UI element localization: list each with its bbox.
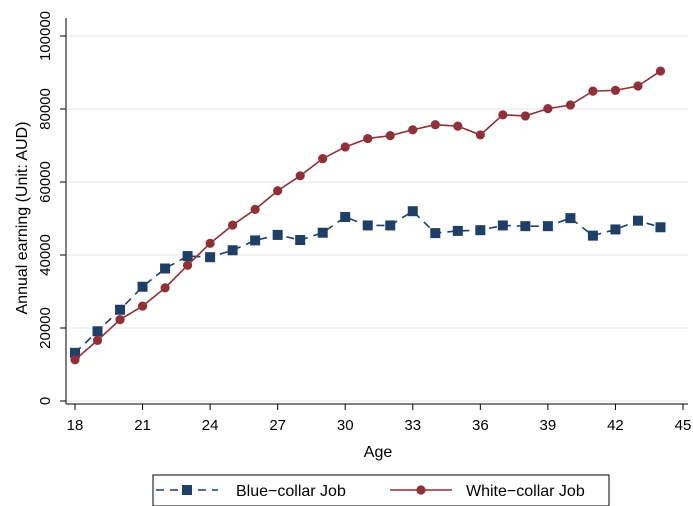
data-point-blue-collar-job xyxy=(542,221,553,232)
x-tick-label: 39 xyxy=(540,417,557,434)
data-point-blue-collar-job xyxy=(92,326,103,337)
data-point-blue-collar-job xyxy=(205,252,216,263)
data-point-blue-collar-job xyxy=(182,251,193,262)
series-line-blue-collar-job xyxy=(74,210,661,354)
data-point-white-collar-job xyxy=(273,186,283,196)
data-point-blue-collar-job xyxy=(340,212,351,223)
data-point-blue-collar-job xyxy=(497,220,508,231)
data-point-white-collar-job xyxy=(137,301,148,311)
series-layer xyxy=(70,66,666,365)
data-point-white-collar-job xyxy=(318,154,328,164)
data-point-white-collar-job xyxy=(565,100,576,110)
x-tick-label: 45 xyxy=(675,417,692,434)
y-tick-label: 0 xyxy=(37,397,54,405)
data-point-blue-collar-job xyxy=(317,227,328,238)
data-point-blue-collar-job xyxy=(475,225,486,236)
data-point-white-collar-job xyxy=(453,121,463,131)
legend-box xyxy=(152,474,610,506)
y-tick-label: 40000 xyxy=(37,234,54,276)
data-point-white-collar-job xyxy=(295,171,305,181)
data-point-blue-collar-job xyxy=(70,347,80,358)
data-point-blue-collar-job xyxy=(160,263,171,274)
data-point-white-collar-job xyxy=(543,104,553,114)
legend: Blue−collar Job White−collar Job xyxy=(152,474,610,506)
data-point-white-collar-job xyxy=(92,335,103,346)
data-point-white-collar-job xyxy=(408,125,418,135)
x-tick-label: 30 xyxy=(337,417,354,434)
legend-label: White−collar Job xyxy=(466,483,585,500)
x-tick-label: 33 xyxy=(404,417,421,434)
data-point-white-collar-job xyxy=(475,130,485,140)
data-point-white-collar-job xyxy=(498,110,508,120)
data-point-white-collar-job xyxy=(588,86,598,96)
data-point-blue-collar-job xyxy=(610,224,621,235)
series-white-collar-job xyxy=(70,66,666,365)
data-point-blue-collar-job xyxy=(295,235,306,246)
data-point-white-collar-job xyxy=(363,133,373,144)
x-tick-label: 18 xyxy=(67,417,84,434)
y-axis: 0 20000 40000 60000 80000 100000 xyxy=(37,11,67,405)
x-tick-label: 42 xyxy=(607,417,624,434)
data-point-blue-collar-job xyxy=(655,222,666,233)
data-point-blue-collar-job xyxy=(227,245,238,256)
data-point-blue-collar-job xyxy=(137,281,148,292)
data-point-blue-collar-job xyxy=(385,220,396,231)
data-point-blue-collar-job xyxy=(587,230,598,241)
data-point-white-collar-job xyxy=(182,260,193,270)
y-tick-label: 60000 xyxy=(37,161,54,203)
x-axis-title: Age xyxy=(364,444,393,461)
data-point-white-collar-job xyxy=(340,142,350,152)
data-point-white-collar-job xyxy=(205,238,215,248)
data-point-white-collar-job xyxy=(520,111,530,121)
data-point-blue-collar-job xyxy=(632,215,643,226)
data-point-white-collar-job xyxy=(385,131,395,141)
data-point-blue-collar-job xyxy=(115,304,126,315)
data-point-white-collar-job xyxy=(655,66,666,76)
y-axis-title: Annual earning (Unit: AUD) xyxy=(14,122,31,315)
x-tick-label: 21 xyxy=(134,417,151,434)
data-point-blue-collar-job xyxy=(362,220,373,231)
data-point-blue-collar-job xyxy=(272,229,283,240)
x-tick-label: 24 xyxy=(202,417,219,434)
data-point-white-collar-job xyxy=(250,204,260,214)
x-axis: 18 21 24 27 30 33 36 39 42 45 xyxy=(66,403,692,434)
y-tick-label: 80000 xyxy=(37,88,54,130)
legend-item-blue-collar-job: Blue−collar Job xyxy=(156,483,346,500)
x-tick-label: 36 xyxy=(472,417,489,434)
data-point-white-collar-job xyxy=(610,85,621,95)
data-point-blue-collar-job xyxy=(430,228,441,239)
legend-marker xyxy=(416,485,426,495)
data-point-white-collar-job xyxy=(228,220,238,230)
data-point-white-collar-job xyxy=(160,283,170,293)
series-blue-collar-job xyxy=(70,206,666,358)
data-point-blue-collar-job xyxy=(407,206,418,217)
data-point-blue-collar-job xyxy=(520,221,531,232)
y-tick-label: 100000 xyxy=(37,11,54,61)
x-tick-label: 27 xyxy=(269,417,286,434)
grid-lines xyxy=(67,35,688,402)
data-point-white-collar-job xyxy=(115,315,125,325)
legend-label: Blue−collar Job xyxy=(236,483,346,500)
legend-item-white-collar-job: White−collar Job xyxy=(390,483,585,500)
data-point-white-collar-job xyxy=(70,355,80,365)
y-tick-label: 20000 xyxy=(37,307,54,349)
data-point-blue-collar-job xyxy=(452,225,463,236)
data-point-white-collar-job xyxy=(633,81,643,91)
data-point-blue-collar-job xyxy=(250,235,261,246)
data-point-white-collar-job xyxy=(430,120,440,130)
legend-marker xyxy=(182,485,192,495)
data-point-blue-collar-job xyxy=(565,213,576,224)
